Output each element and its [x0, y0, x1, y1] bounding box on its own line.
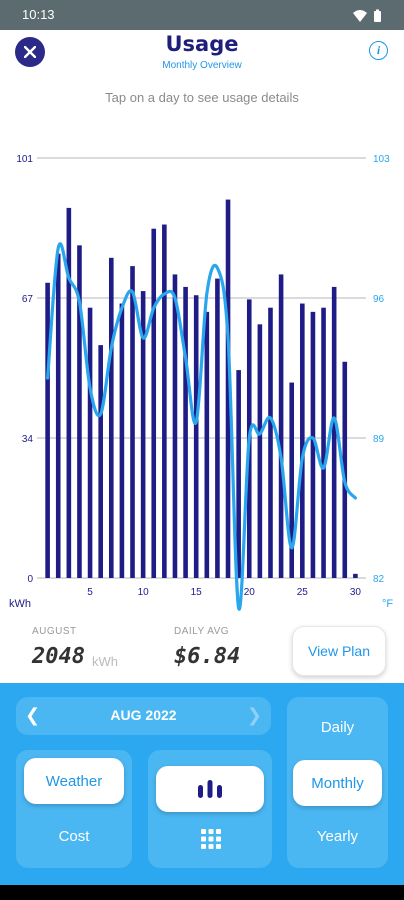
x-tick: 5: [87, 587, 93, 598]
y-left-tick: 34: [22, 434, 34, 445]
status-bar: 10:13: [0, 0, 404, 30]
daily-avg-label: DAILY AVG: [174, 626, 230, 637]
bar-chart-icon: [198, 780, 222, 798]
y-left-tick: 0: [27, 574, 33, 585]
page-title: Usage: [165, 32, 239, 56]
header: Usage Monthly Overview i: [0, 30, 404, 90]
usage-bar: [204, 311, 210, 578]
y-left-tick: 101: [16, 154, 33, 165]
close-button[interactable]: [15, 37, 45, 67]
x-tick: 20: [244, 587, 256, 598]
usage-bar: [98, 345, 103, 578]
daily-avg-value: $6.84: [174, 644, 241, 669]
y-left-tick: 67: [22, 294, 34, 305]
usage-bars: [45, 199, 358, 579]
calendar-view-button[interactable]: [200, 828, 222, 854]
usage-bar: [45, 282, 50, 578]
usage-bar: [331, 286, 337, 578]
usage-bar: [321, 307, 326, 578]
status-time: 10:13: [22, 7, 55, 22]
usage-bar: [140, 291, 146, 578]
info-icon[interactable]: i: [369, 41, 388, 60]
y-right-tick: 89: [373, 434, 385, 445]
usage-bar: [108, 257, 114, 578]
next-month-icon[interactable]: ❯: [246, 705, 262, 726]
temperature-line: [46, 242, 357, 611]
usage-bar: [55, 253, 61, 578]
close-icon: [24, 46, 36, 58]
x-tick: 10: [138, 587, 150, 598]
system-nav-bar: [0, 885, 404, 900]
usage-bar: [257, 324, 263, 578]
period-tile: Daily Monthly Yearly: [287, 697, 388, 868]
usage-bar: [183, 286, 188, 578]
y-right-tick: 82: [373, 574, 385, 585]
x-tick: 25: [297, 587, 309, 598]
month-selector: ❮ AUG 2022 ❯: [16, 697, 271, 735]
status-icons: [352, 8, 386, 27]
month-total-value: 2048: [32, 644, 85, 669]
daily-button[interactable]: Daily: [320, 719, 355, 736]
usage-bar: [289, 382, 295, 578]
usage-bar: [130, 266, 135, 578]
prev-month-icon[interactable]: ❮: [25, 705, 41, 726]
usage-bar: [215, 278, 220, 578]
grid-icon: [201, 829, 221, 849]
usage-bar: [193, 295, 199, 578]
y-left-unit: kWh: [9, 598, 31, 610]
control-panel: ❮ AUG 2022 ❯ Weather Cost Daily: [0, 683, 404, 885]
usage-bar: [278, 274, 284, 578]
axis-labels: 101 103 67 96 34 89 0 82 5 10 15 20 25 30 kWh °F: [9, 154, 393, 610]
usage-bar: [172, 274, 178, 578]
wifi-battery-icon: [353, 9, 381, 22]
usage-bar: [236, 370, 241, 578]
monthly-button[interactable]: Monthly: [293, 760, 382, 806]
usage-bar: [162, 224, 167, 578]
x-tick: 15: [191, 587, 203, 598]
usage-bar: [268, 307, 273, 578]
usage-bar: [77, 245, 82, 578]
usage-bar: [310, 311, 316, 578]
usage-bar: [225, 199, 231, 578]
y-right-unit: °F: [382, 598, 393, 610]
month-label: AUG 2022: [110, 707, 177, 723]
usage-bar: [66, 207, 72, 578]
usage-chart[interactable]: 101 103 67 96 34 89 0 82 5 10 15 20 25 30 kWh °F: [0, 145, 404, 615]
month-total-label: AUGUST: [32, 626, 77, 637]
y-right-tick: 103: [373, 154, 390, 165]
summary-row: AUGUST 2048 kWh DAILY AVG $6.84 View Pla…: [0, 618, 404, 680]
chart-hint: Tap on a day to see usage details: [105, 90, 299, 105]
weather-button[interactable]: Weather: [24, 758, 124, 804]
view-plan-button[interactable]: View Plan: [292, 626, 386, 676]
usage-bar: [353, 573, 358, 578]
y-right-tick: 96: [373, 294, 385, 305]
month-total-unit: kWh: [92, 654, 118, 669]
cost-button[interactable]: Cost: [58, 828, 90, 845]
usage-bar: [342, 361, 348, 578]
view-type-tile: [148, 750, 272, 868]
usage-bar: [87, 307, 93, 578]
chart-view-button[interactable]: [156, 766, 264, 812]
x-tick: 30: [350, 587, 362, 598]
usage-bar: [300, 303, 305, 578]
usage-bar: [119, 303, 125, 578]
page-subtitle: Monthly Overview: [162, 60, 242, 71]
yearly-button[interactable]: Yearly: [316, 828, 359, 845]
usage-bar: [151, 228, 157, 579]
data-type-tile: Weather Cost: [16, 750, 132, 868]
